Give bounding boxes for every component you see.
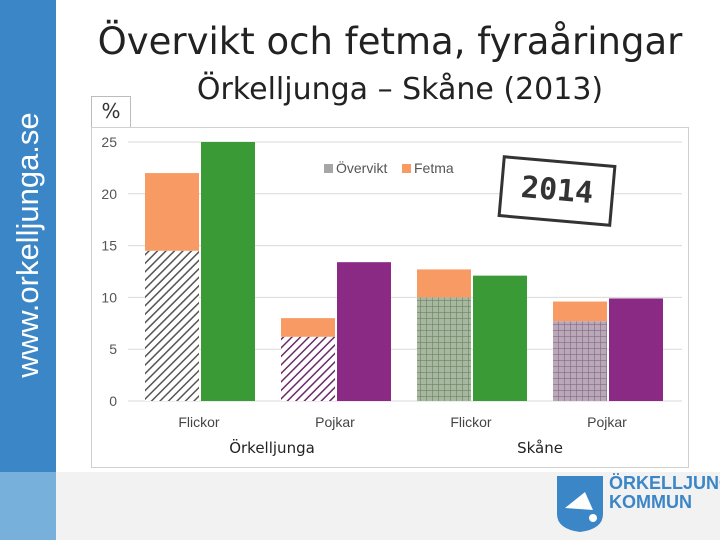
y-tick-label: 5 [109,341,117,357]
bar-overvikt [145,250,199,401]
group-label: Skåne [517,439,563,457]
y-tick-label: 0 [109,393,117,409]
x-tick-label: Pojkar [587,414,627,430]
unit-label: % [91,96,131,128]
bar-fetma [417,269,471,298]
bar-overvikt [417,297,471,401]
logo-name: ÖRKELLJUNGA [609,473,720,493]
chart-title: Övervikt och fetma, fyraåringar [97,20,683,63]
bar-fetma [281,318,335,337]
bar-total [473,275,527,401]
year-stamp: 2014 [497,155,617,227]
y-tick-label: 25 [101,134,117,150]
bar-total [337,262,391,401]
x-tick-label: Flickor [450,414,492,430]
bar-fetma [553,301,607,322]
logo-subtitle: KOMMUN [609,492,692,512]
group-label: Örkelljunga [229,438,315,457]
chart-subtitle: Örkelljunga – Skåne (2013) [196,72,604,107]
bar-total [201,142,255,401]
legend-swatch [402,164,411,173]
legend-swatch [324,164,333,173]
bar-overvikt [553,321,607,401]
legend-label: Övervikt [336,159,387,176]
y-tick-label: 15 [101,238,117,254]
bar-overvikt [281,336,335,401]
bar-fetma [145,173,199,251]
y-tick-label: 10 [101,289,117,305]
x-tick-label: Flickor [178,414,220,430]
bar-total [609,298,663,401]
logo-icon [557,476,603,532]
legend-label: Fetma [414,160,454,176]
footer-band [56,472,720,540]
y-tick-label: 20 [101,186,117,202]
logo: ÖRKELLJUNGA KOMMUN [555,474,720,536]
side-bar-bottom [0,472,56,540]
x-tick-label: Pojkar [315,414,355,430]
side-bar [0,0,56,540]
